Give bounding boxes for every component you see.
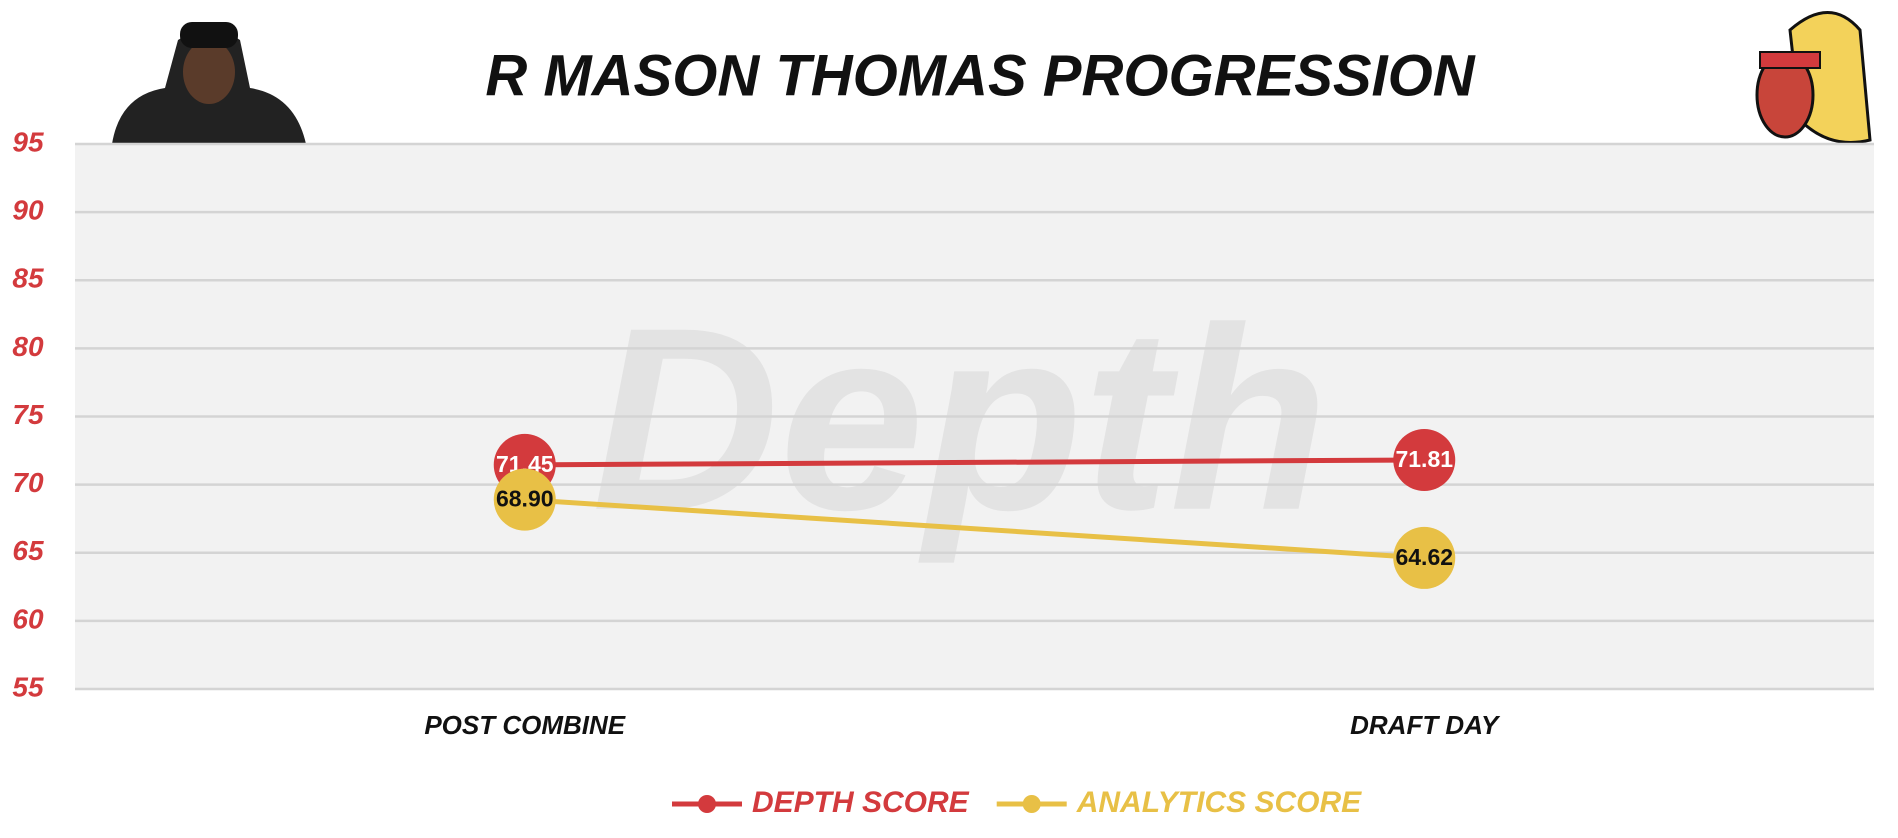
y-tick-label: 70 (12, 467, 44, 498)
legend-label: ANALYTICS SCORE (1076, 786, 1362, 819)
watermark: Depth (592, 275, 1329, 566)
team-logo (1755, 11, 1872, 144)
legend-label: DEPTH SCORE (752, 786, 970, 819)
series-line (524, 457, 1425, 468)
y-tick-label: 95 (12, 126, 44, 157)
data-label: 68.90 (496, 486, 554, 512)
y-tick-label: 60 (12, 603, 44, 634)
x-tick-label: DRAFT DAY (1350, 710, 1501, 740)
data-point (1393, 428, 1456, 491)
player-photo (112, 22, 306, 144)
y-tick-label: 75 (12, 399, 44, 430)
x-tick-label: POST COMBINE (424, 710, 625, 740)
data-point (493, 468, 556, 531)
data-label: 71.81 (1395, 446, 1453, 472)
data-label: 64.62 (1395, 544, 1453, 570)
chart-title: R MASON THOMAS PROGRESSION (485, 43, 1475, 108)
y-tick-label: 65 (12, 535, 44, 566)
legend-marker (1022, 795, 1041, 813)
y-tick-label: 80 (12, 331, 44, 362)
y-tick-label: 90 (12, 195, 44, 226)
y-tick-label: 55 (12, 671, 44, 702)
series-line (524, 497, 1425, 561)
legend-marker (698, 795, 716, 813)
y-tick-label: 85 (12, 263, 44, 294)
data-point (1393, 526, 1456, 589)
